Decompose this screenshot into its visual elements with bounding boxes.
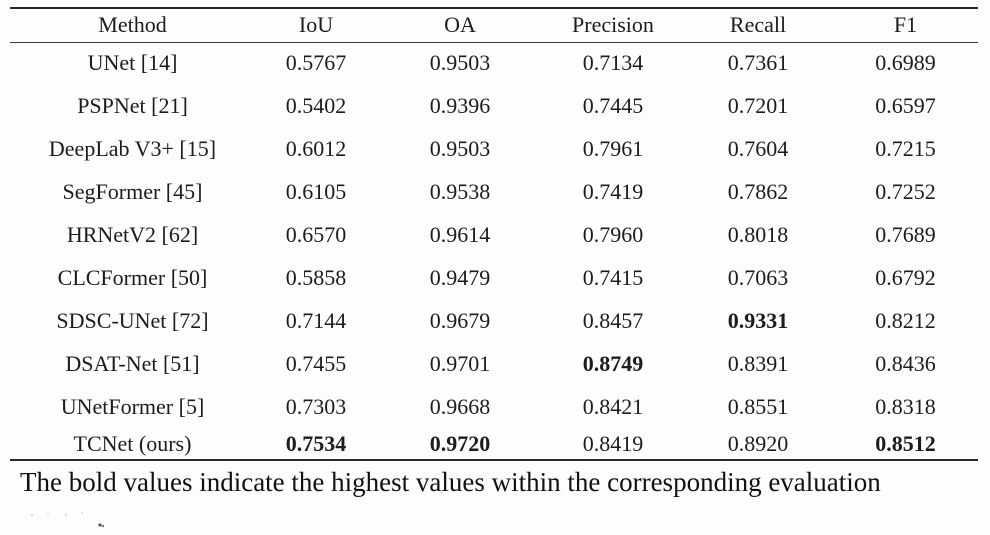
cell-method: DSAT-Net [51] xyxy=(65,350,200,376)
cell-f1: 0.8512 xyxy=(875,431,936,456)
table-row: DSAT-Net [51] 0.7455 0.9701 0.8749 0.8391 0.8… xyxy=(10,342,978,385)
cell-precision: 0.8749 xyxy=(582,350,644,376)
cell-oa: 0.9720 xyxy=(429,431,491,456)
cell-method: UNetFormer [5] xyxy=(60,393,205,419)
cell-precision: 0.8419 xyxy=(582,431,644,456)
cell-recall: 0.9331 xyxy=(727,307,789,333)
table-row: SDSC-UNet [72] 0.7144 0.9679 0.8457 0.9331 0.… xyxy=(10,299,978,342)
cell-method: SegFormer [45] xyxy=(62,178,203,204)
cell-method: DeepLab V3+ [15] xyxy=(48,135,217,161)
header-iou: IoU xyxy=(298,12,334,37)
cell-iou: 0.6012 xyxy=(285,135,347,161)
cell-f1: 0.8436 xyxy=(875,350,936,376)
table-row: SegFormer [45] 0.6105 0.9538 0.7419 0.7862 0.… xyxy=(10,170,978,213)
table-row: CLCFormer [50] 0.5858 0.9479 0.7415 0.7063 0.… xyxy=(10,256,978,299)
cell-recall: 0.8018 xyxy=(727,221,789,247)
cell-precision: 0.7419 xyxy=(582,178,644,204)
cell-method: CLCFormer [50] xyxy=(57,264,208,290)
cell-iou: 0.5402 xyxy=(285,92,347,118)
table-row: TCNet (ours) 0.7534 0.9720 0.8419 0.8920 0.85… xyxy=(10,428,978,460)
cell-precision: 0.7445 xyxy=(582,92,644,118)
table-row: UNet [14] 0.5767 0.9503 0.7134 0.7361 0.6989 xyxy=(10,41,978,84)
table-header-rule xyxy=(10,42,978,43)
cell-method: PSPNet [21] xyxy=(77,92,188,118)
table-top-rule xyxy=(10,7,978,9)
cell-method: TCNet (ours) xyxy=(73,431,192,456)
cell-f1: 0.6597 xyxy=(875,92,936,118)
cell-recall: 0.7201 xyxy=(727,92,789,118)
header-f1: F1 xyxy=(893,12,918,37)
cell-oa: 0.9479 xyxy=(429,264,491,290)
cell-recall: 0.8551 xyxy=(727,393,789,419)
cell-precision: 0.7134 xyxy=(582,49,644,75)
results-table: Method IoU OA Precision Recall F1 UNet [… xyxy=(10,9,978,460)
cell-method: SDSC-UNet [72] xyxy=(56,307,209,333)
header-precision: Precision xyxy=(572,12,654,37)
cell-recall: 0.7862 xyxy=(727,178,789,204)
header-method: Method xyxy=(98,12,167,37)
cell-precision: 0.7961 xyxy=(582,135,644,161)
cell-recall: 0.7361 xyxy=(727,49,789,75)
table-row: HRNetV2 [62] 0.6570 0.9614 0.7960 0.8018 0.76… xyxy=(10,213,978,256)
table-bottom-rule xyxy=(10,459,978,461)
cell-iou: 0.7303 xyxy=(285,393,347,419)
cell-f1: 0.7252 xyxy=(875,178,936,204)
cell-recall: 0.8391 xyxy=(727,350,789,376)
scan-artifact xyxy=(30,512,105,528)
cell-precision: 0.8457 xyxy=(582,307,644,333)
cell-oa: 0.9538 xyxy=(429,178,491,204)
table-body: UNet [14] 0.5767 0.9503 0.7134 0.7361 0.6989 P… xyxy=(10,41,978,460)
cell-f1: 0.7215 xyxy=(875,135,936,161)
cell-f1: 0.7689 xyxy=(875,221,936,247)
cell-f1: 0.6989 xyxy=(875,49,936,75)
cell-oa: 0.9614 xyxy=(429,221,491,247)
cell-oa: 0.9503 xyxy=(429,49,491,75)
cell-iou: 0.5858 xyxy=(285,264,347,290)
cell-precision: 0.8421 xyxy=(582,393,644,419)
cell-iou: 0.6105 xyxy=(285,178,347,204)
cell-f1: 0.8212 xyxy=(875,307,936,333)
cell-method: UNet [14] xyxy=(87,49,178,75)
table-header-row: Method IoU OA Precision Recall F1 xyxy=(10,9,978,41)
cell-oa: 0.9396 xyxy=(429,92,491,118)
cell-iou: 0.7455 xyxy=(285,350,347,376)
table-row: UNetFormer [5] 0.7303 0.9668 0.8421 0.8551 0.… xyxy=(10,385,978,428)
cell-method: HRNetV2 [62] xyxy=(66,221,199,247)
cell-iou: 0.7144 xyxy=(285,307,347,333)
cell-iou: 0.5767 xyxy=(285,49,347,75)
cell-precision: 0.7960 xyxy=(582,221,644,247)
cell-recall: 0.7063 xyxy=(727,264,789,290)
header-recall: Recall xyxy=(729,12,787,37)
cell-recall: 0.7604 xyxy=(727,135,789,161)
table-footnote: The bold values indicate the highest val… xyxy=(20,467,881,497)
cell-oa: 0.9503 xyxy=(429,135,491,161)
cell-iou: 0.7534 xyxy=(285,431,347,456)
cell-precision: 0.7415 xyxy=(582,264,644,290)
cell-oa: 0.9668 xyxy=(429,393,491,419)
header-oa: OA xyxy=(444,12,476,37)
cell-f1: 0.6792 xyxy=(875,264,936,290)
cell-oa: 0.9701 xyxy=(429,350,491,376)
cell-oa: 0.9679 xyxy=(429,307,491,333)
table-row: PSPNet [21] 0.5402 0.9396 0.7445 0.7201 0.659… xyxy=(10,84,978,127)
cell-f1: 0.8318 xyxy=(875,393,936,419)
cell-recall: 0.8920 xyxy=(727,431,789,456)
cell-iou: 0.6570 xyxy=(285,221,347,247)
table-row: DeepLab V3+ [15] 0.6012 0.9503 0.7961 0.7604… xyxy=(10,127,978,170)
